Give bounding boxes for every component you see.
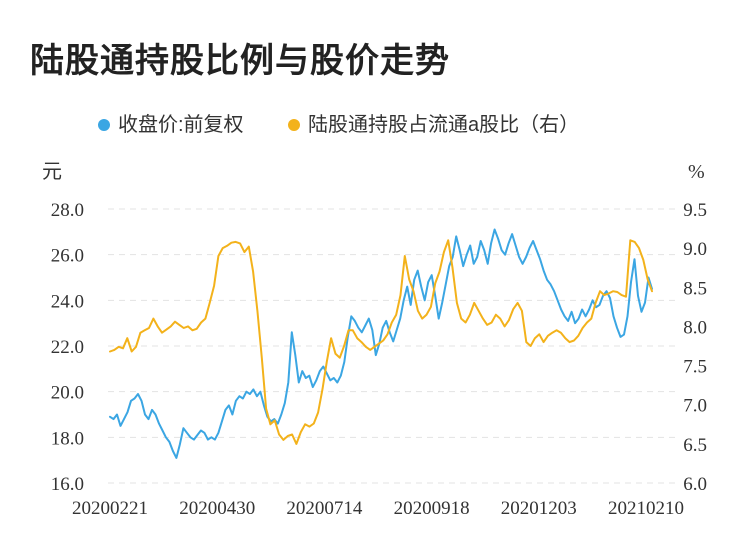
legend: 收盘价:前复权 陆股通持股占流通a股比（右） xyxy=(98,113,579,136)
x-tick-label: 20200430 xyxy=(179,498,255,519)
left-tick-label: 20.0 xyxy=(51,383,84,404)
right-tick-label: 9.0 xyxy=(683,239,707,260)
x-tick-label: 20200918 xyxy=(394,498,470,519)
left-tick-label: 16.0 xyxy=(51,474,84,495)
x-tick-label: 20200714 xyxy=(286,498,363,519)
left-axis-unit: 元 xyxy=(42,161,62,183)
x-tick-label: 20201203 xyxy=(501,498,577,519)
series-line-price xyxy=(109,228,653,459)
series-layer xyxy=(109,228,653,459)
left-axis: 16.0 18.0 20.0 22.0 24.0 26.0 28.0 xyxy=(51,200,84,495)
right-tick-label: 9.5 xyxy=(683,200,707,221)
right-axis: 6.0 6.5 7.0 7.5 8.0 8.5 9.0 9.5 xyxy=(683,200,707,495)
left-tick-label: 28.0 xyxy=(51,200,84,221)
right-axis-unit: % xyxy=(688,161,705,183)
legend-marker-price xyxy=(98,119,110,131)
right-tick-label: 7.0 xyxy=(683,396,707,417)
legend-label-price: 收盘价:前复权 xyxy=(118,113,244,136)
left-tick-label: 18.0 xyxy=(51,428,84,449)
left-tick-label: 24.0 xyxy=(51,291,84,312)
series-line-holding-ratio xyxy=(109,239,653,445)
right-tick-label: 6.5 xyxy=(683,435,707,456)
right-tick-label: 7.5 xyxy=(683,357,707,378)
legend-label-holding-ratio: 陆股通持股占流通a股比（右） xyxy=(308,113,579,136)
left-tick-label: 22.0 xyxy=(51,337,84,358)
x-tick-label: 20200221 xyxy=(72,498,148,519)
legend-marker-holding-ratio xyxy=(288,119,300,131)
right-tick-label: 8.0 xyxy=(683,317,707,338)
x-axis: 20200221 20200430 20200714 20200918 20201203… xyxy=(72,498,684,519)
left-tick-label: 26.0 xyxy=(51,246,84,267)
right-tick-label: 6.0 xyxy=(683,474,707,495)
right-tick-label: 8.5 xyxy=(683,278,707,299)
chart-title: 陆股通持股比例与股价走势 xyxy=(30,41,450,81)
gridlines xyxy=(108,208,680,484)
x-tick-label: 20210210 xyxy=(608,498,684,519)
